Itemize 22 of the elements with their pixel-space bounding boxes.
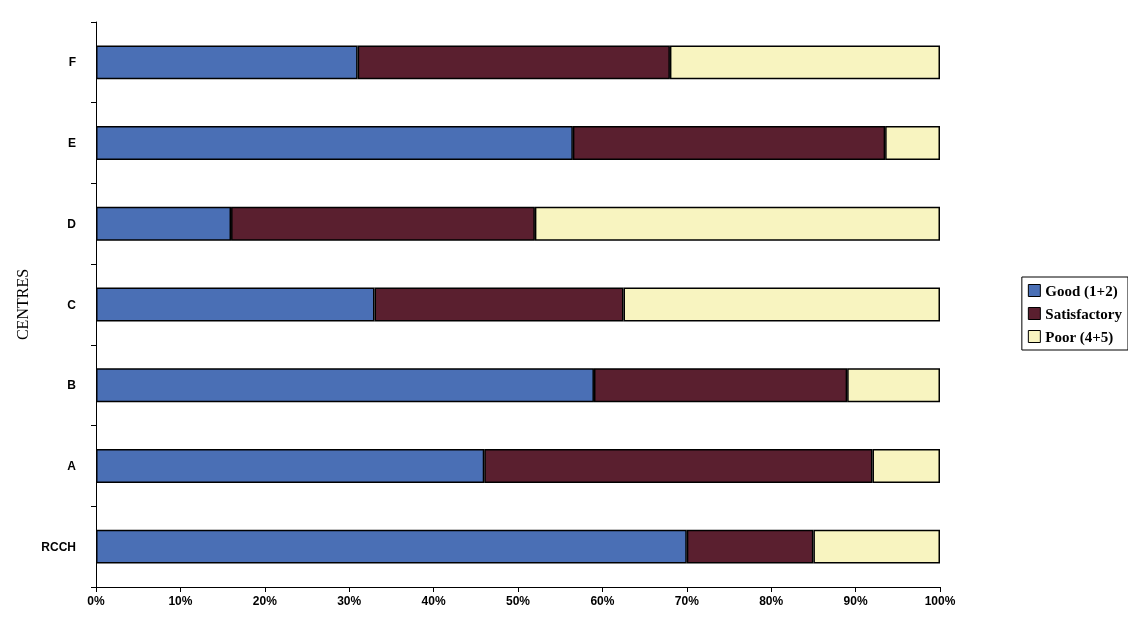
- y-axis-title: CENTRES: [13, 268, 31, 341]
- x-tick-label: 90%: [843, 594, 868, 608]
- x-tick-label: 10%: [168, 594, 193, 608]
- x-tick-label: 80%: [759, 594, 784, 608]
- legend-label: Poor (4+5): [1045, 328, 1114, 346]
- y-tick-label: D: [67, 216, 77, 231]
- x-tick-label: 60%: [590, 594, 615, 608]
- x-tick-label: 40%: [421, 594, 446, 608]
- x-tick-label: 50%: [505, 594, 531, 608]
- x-tick-label: 100%: [924, 594, 956, 608]
- y-tick-label: C: [67, 297, 77, 312]
- x-tick-label: 30%: [337, 594, 362, 608]
- y-tick-label: E: [67, 136, 76, 151]
- legend-label: Satisfactory: [1045, 305, 1123, 322]
- x-tick-label: 0%: [87, 594, 105, 608]
- x-tick-label: 70%: [674, 594, 700, 608]
- y-tick-label: F: [68, 55, 76, 70]
- y-tick-label: B: [67, 378, 77, 393]
- x-tick-label: 20%: [252, 594, 278, 608]
- legend-label: Good (1+2): [1045, 282, 1118, 300]
- y-tick-label: RCCH: [41, 539, 76, 554]
- y-tick-label: A: [67, 458, 77, 473]
